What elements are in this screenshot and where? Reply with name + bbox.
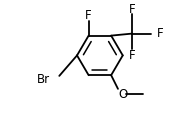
Text: F: F [129,2,136,15]
Text: F: F [85,9,92,22]
Text: F: F [129,49,136,62]
Text: O: O [119,88,128,101]
Text: F: F [157,27,163,40]
Text: Br: Br [37,73,51,87]
